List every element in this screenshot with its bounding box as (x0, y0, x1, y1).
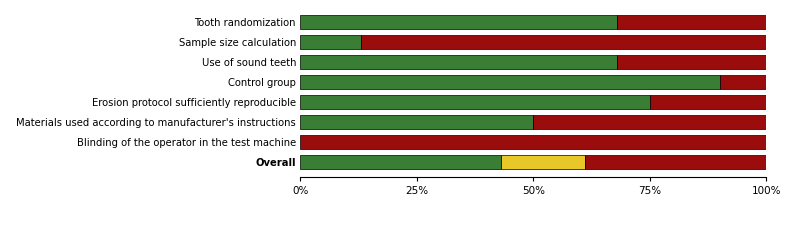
Bar (300, 115, 533, 129)
Bar (501, 155, 585, 169)
Bar (617, 55, 766, 69)
Bar (585, 155, 766, 169)
Bar (300, 95, 649, 109)
Bar (300, 35, 361, 49)
Bar (300, 15, 617, 29)
Bar (300, 55, 617, 69)
Bar (300, 155, 501, 169)
Bar (361, 35, 766, 49)
Bar (300, 75, 720, 89)
Bar (649, 95, 766, 109)
Bar (617, 15, 766, 29)
Bar (533, 115, 766, 129)
Bar (720, 75, 766, 89)
Bar (300, 135, 766, 149)
